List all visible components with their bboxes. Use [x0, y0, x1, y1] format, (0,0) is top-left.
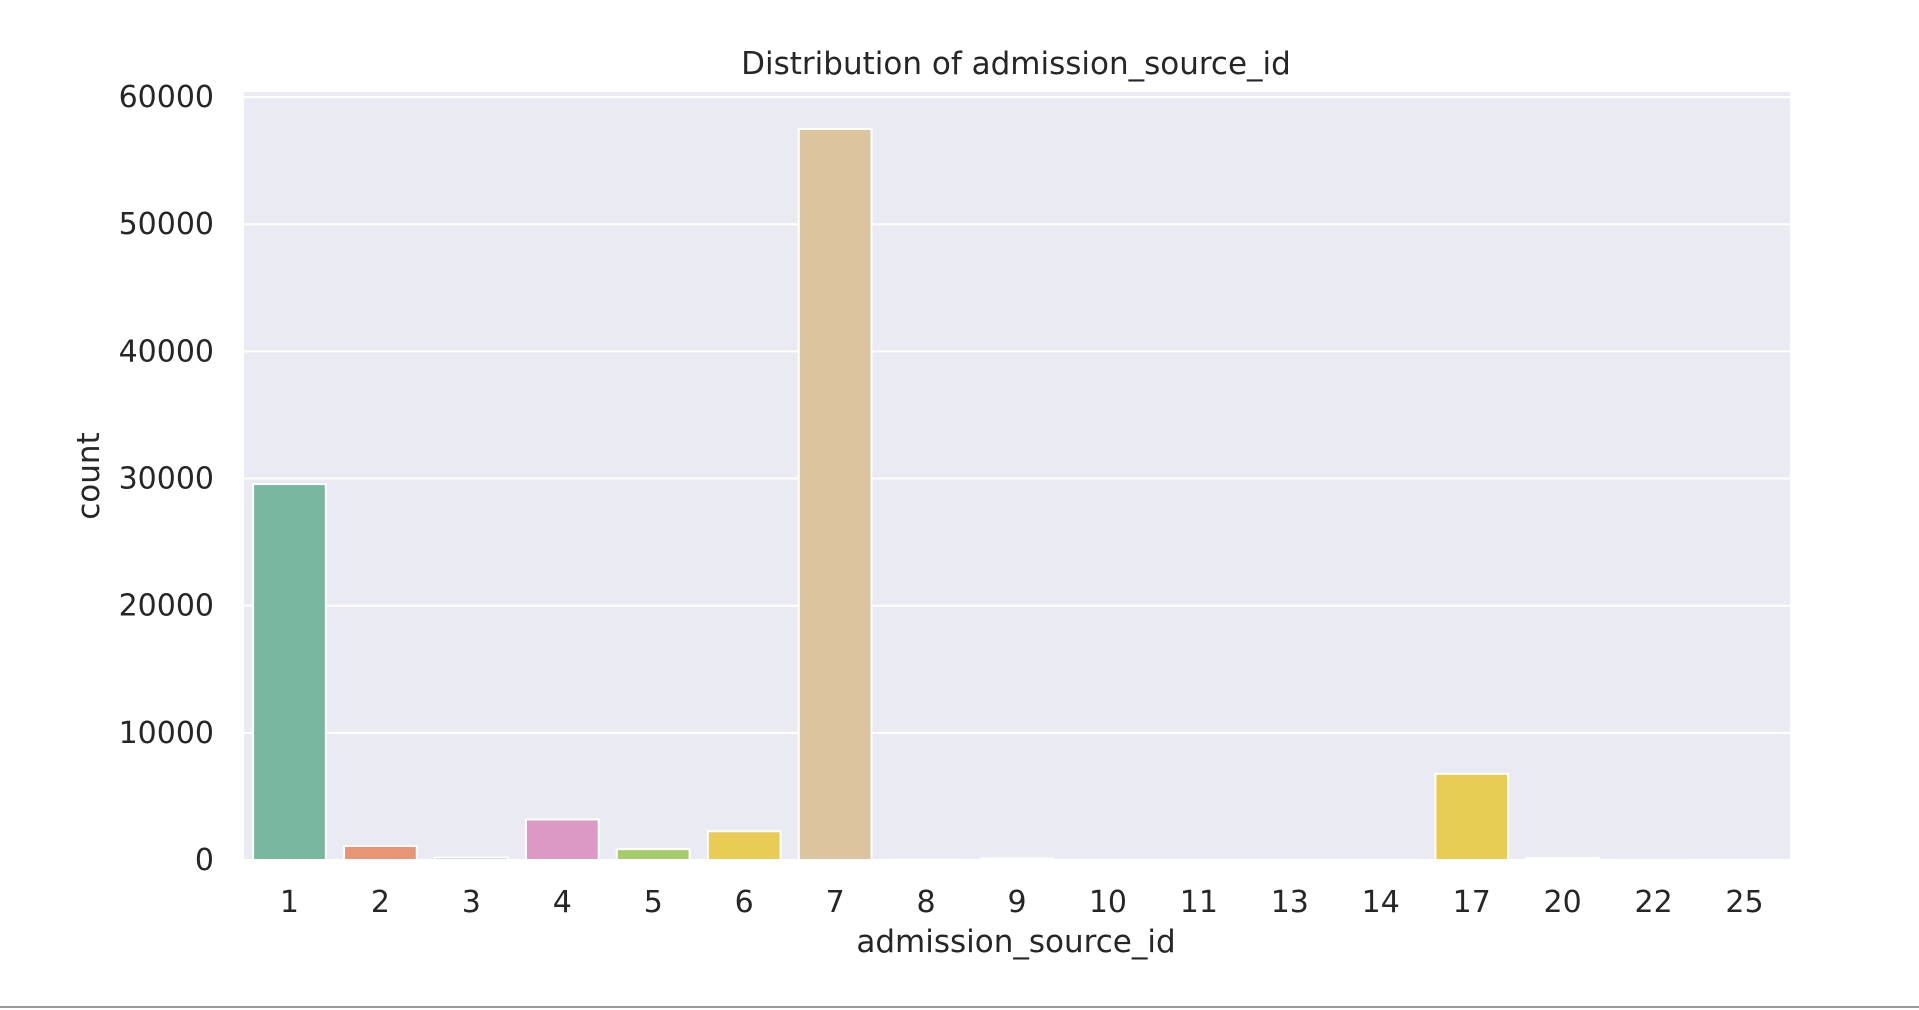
bottom-divider: [0, 1006, 1919, 1008]
gridlines: [244, 96, 1790, 861]
x-tick-label: 25: [1725, 885, 1763, 920]
y-tick-label: 60000: [119, 80, 214, 115]
x-tick-label: 14: [1362, 885, 1400, 920]
bar-5: [615, 848, 691, 862]
y-tick-label: 10000: [119, 716, 214, 751]
y-tick-label: 40000: [119, 334, 214, 369]
x-tick-label: 2: [371, 885, 390, 920]
x-tick-label: 13: [1271, 885, 1309, 920]
x-tick-label: 4: [553, 885, 572, 920]
plot-area: [244, 92, 1790, 860]
bar-2: [343, 844, 418, 862]
x-tick-label: 22: [1634, 885, 1672, 920]
x-axis-ticks: 1 2 3 4 5 6 7 8 9 10 11 13 14 17 20 22 25: [280, 885, 1764, 920]
bar-3: [433, 856, 509, 862]
bar-17: [1434, 772, 1510, 861]
bar-6: [706, 830, 782, 861]
bar-20: [1525, 856, 1601, 861]
x-tick-label: 6: [735, 885, 754, 920]
y-tick-label: 20000: [119, 589, 214, 624]
x-tick-label: 5: [644, 885, 663, 920]
bar-9: [979, 857, 1055, 861]
y-axis-ticks: 0 10000 20000 30000 40000 50000 60000: [119, 80, 214, 878]
y-axis-label: count: [71, 432, 107, 519]
x-tick-label: 17: [1453, 885, 1491, 920]
y-tick-label: 0: [195, 843, 214, 878]
bars: [252, 127, 1782, 862]
y-tick-label: 50000: [119, 207, 214, 242]
x-tick-label: 11: [1180, 885, 1218, 920]
chart-title: Distribution of admission_source_id: [741, 46, 1291, 82]
x-tick-label: 20: [1544, 885, 1582, 920]
x-tick-label: 7: [826, 885, 845, 920]
y-tick-label: 30000: [119, 462, 214, 497]
bar-4: [524, 818, 600, 862]
bar-7: [797, 127, 873, 862]
bar-1: [252, 483, 327, 861]
x-tick-label: 9: [1007, 885, 1026, 920]
x-axis-label: admission_source_id: [856, 924, 1175, 960]
x-tick-label: 10: [1089, 885, 1127, 920]
x-tick-label: 3: [462, 885, 481, 920]
x-tick-label: 1: [280, 885, 299, 920]
x-tick-label: 8: [917, 885, 936, 920]
